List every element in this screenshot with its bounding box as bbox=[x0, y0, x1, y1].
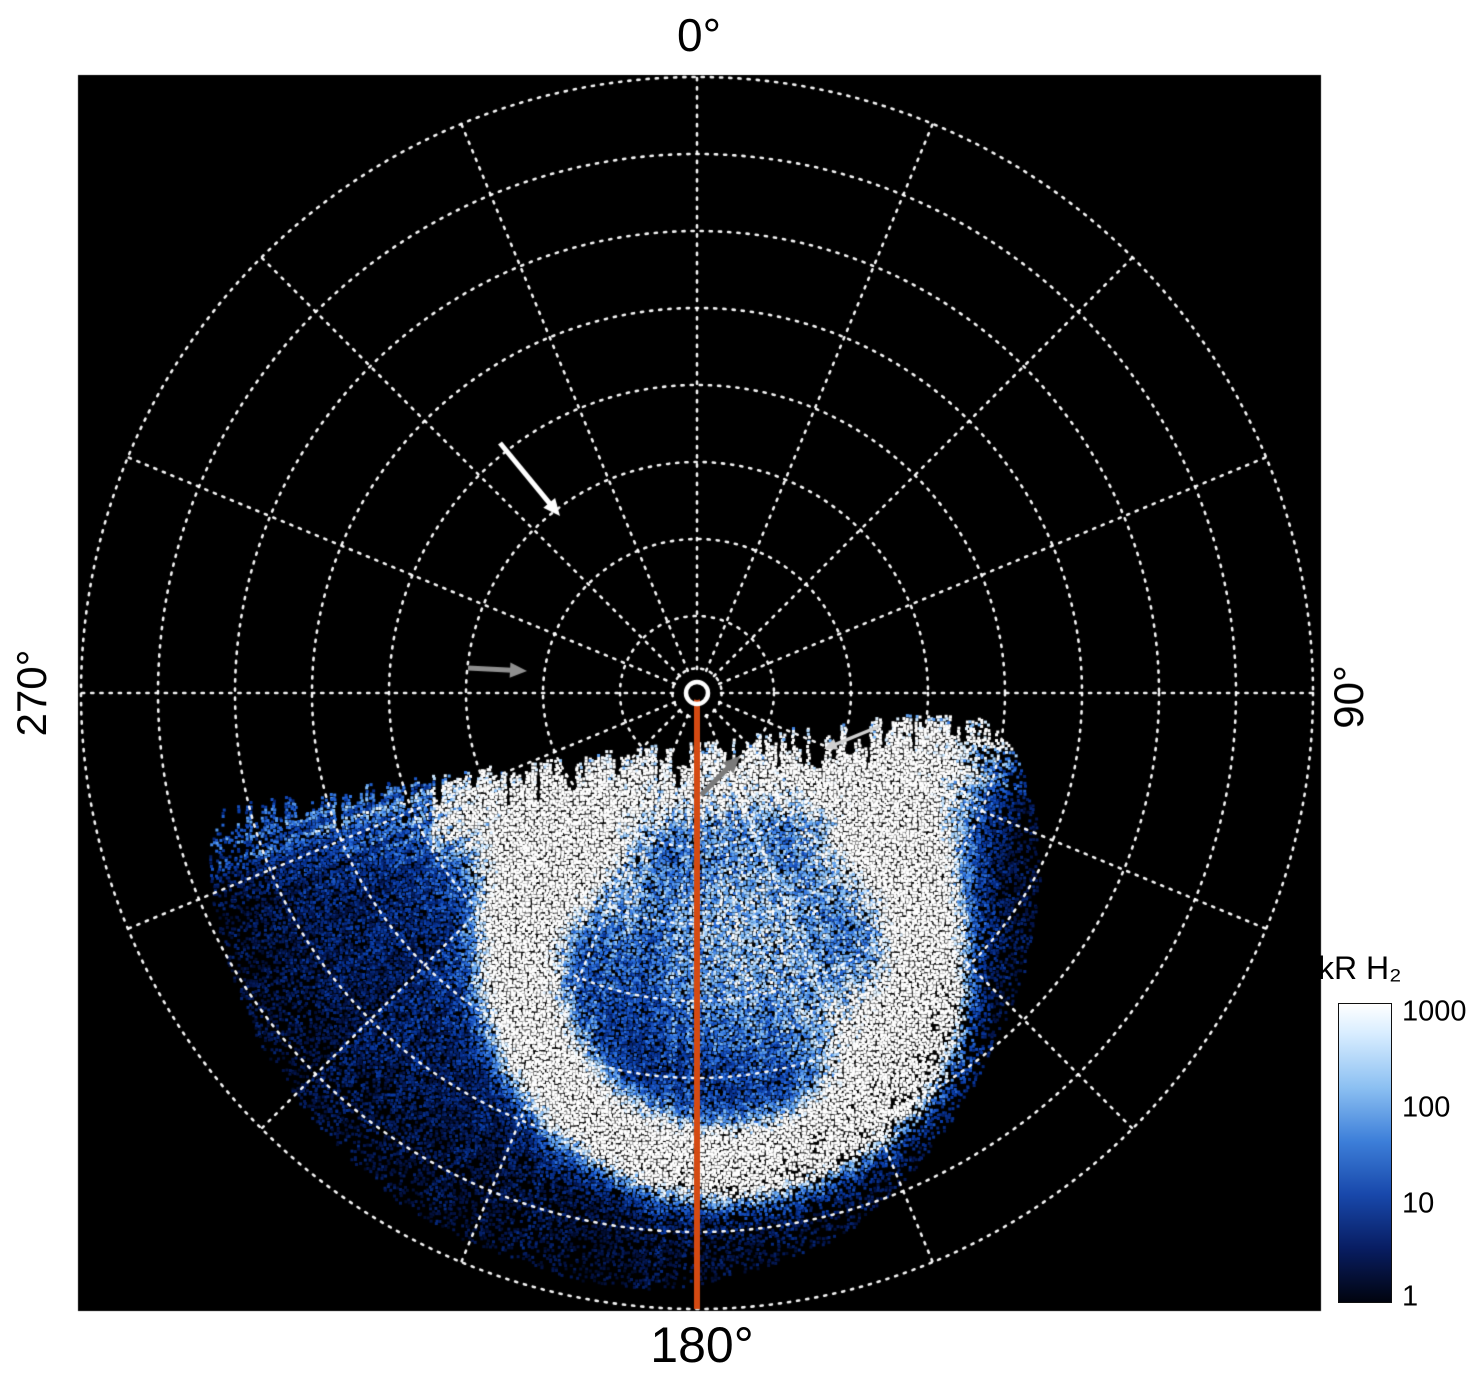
angle-label-0: 0° bbox=[677, 9, 721, 61]
colorbar-tick-label: 1 bbox=[1402, 1280, 1419, 1313]
angle-label-270: 270° bbox=[8, 649, 55, 737]
colorbar-body: 1000 100 10 1 bbox=[1338, 996, 1476, 1313]
colorbar-gradient bbox=[1338, 1003, 1392, 1303]
colorbar: kR H₂ 1000 100 10 1 bbox=[1316, 950, 1476, 1313]
angle-label-90: 90° bbox=[1325, 665, 1372, 729]
colorbar-tick-label: 10 bbox=[1402, 1187, 1435, 1220]
colorbar-title: kR H₂ bbox=[1318, 950, 1402, 986]
angle-label-180: 180° bbox=[650, 1317, 754, 1373]
colorbar-tick-label: 1000 bbox=[1402, 995, 1467, 1028]
colorbar-tick-label: 100 bbox=[1402, 1091, 1451, 1124]
